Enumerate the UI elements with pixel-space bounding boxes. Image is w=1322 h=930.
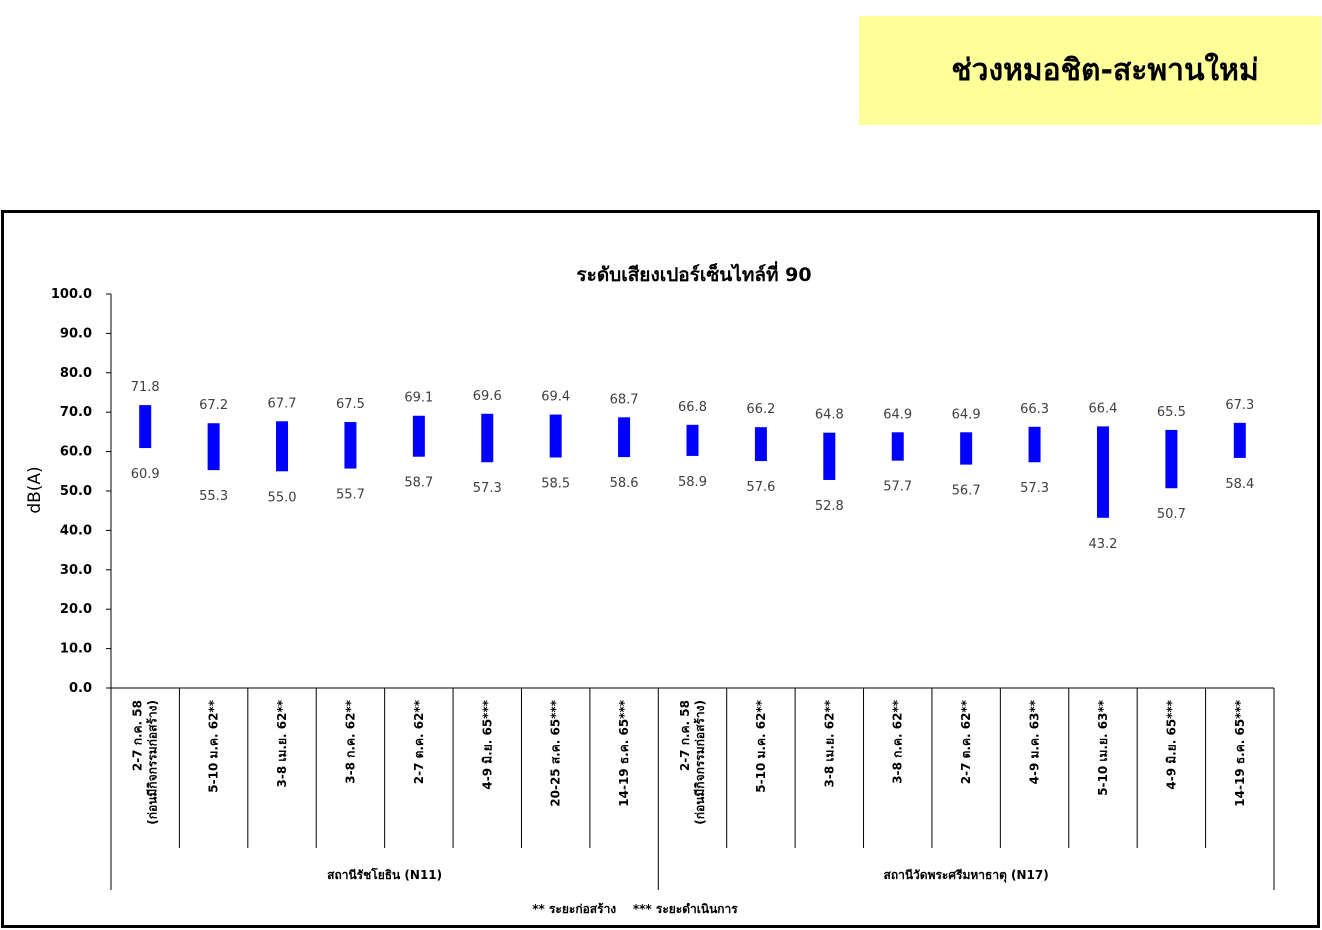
low-value-label: 55.7	[336, 488, 365, 503]
low-value-label: 58.5	[541, 477, 570, 492]
y-axis: 0.0 10.0 20.0 30.0 40.0 50.0 60.0 70.0 80.0 90.0 1…	[51, 287, 112, 696]
high-value-label: 71.8	[131, 380, 160, 395]
high-value-label: 64.9	[883, 407, 912, 422]
high-value-label: 66.4	[1088, 401, 1117, 416]
low-value-label: 43.2	[1088, 537, 1117, 552]
range-bar	[207, 423, 220, 471]
range-bar	[1233, 422, 1246, 458]
x-tick-label: (ก่อนมีกิจกรรมก่อสร้าง)	[693, 700, 707, 825]
range-bar	[686, 424, 699, 456]
y-tick-label: 90.0	[60, 326, 92, 341]
y-tick-label: 80.0	[60, 366, 92, 381]
x-axis: 2-7 ก.ค. 58 (ก่อนมีกิจกรรมก่อสร้าง) 5-10 ม…	[110, 687, 1275, 890]
high-value-label: 69.1	[404, 391, 433, 406]
low-value-label: 50.7	[1157, 507, 1186, 522]
range-bar	[276, 421, 289, 472]
y-tick-label: 50.0	[60, 484, 92, 499]
range-bar	[618, 417, 631, 458]
low-value-label: 56.7	[952, 484, 981, 499]
x-tick-label: 4-9 มิ.ย. 65***	[1164, 699, 1178, 789]
group-label: สถานีรัชโยธิน (N11)	[327, 867, 442, 882]
y-tick-label: 40.0	[60, 523, 92, 538]
y-tick-label: 100.0	[51, 287, 92, 302]
high-value-label: 66.2	[746, 402, 775, 417]
low-value-label: 58.4	[1225, 477, 1254, 492]
high-value-label: 66.3	[1020, 402, 1049, 417]
high-value-label: 67.2	[199, 398, 228, 413]
low-value-label: 52.8	[815, 499, 844, 514]
low-value-label: 58.9	[678, 475, 707, 490]
bars: 71.8 60.9 67.2 55.3 67.7 55.0 67.5 55.7 69.1 58.7…	[131, 380, 1255, 552]
x-tick-label: (ก่อนมีกิจกรรมก่อสร้าง)	[146, 700, 160, 825]
footnote: ** ระยะก่อสร้าง *** ระยะดำเนินการ	[532, 902, 738, 916]
x-tick-label: 3-8 เม.ย. 62**	[275, 699, 289, 787]
section-title: ช่วงหมอชิต-สะพานใหม่	[951, 53, 1259, 88]
range-bar	[412, 415, 425, 457]
range-bar	[891, 432, 904, 461]
x-tick-label: 2-7 ต.ค. 62**	[959, 699, 973, 784]
high-value-label: 65.5	[1157, 405, 1186, 420]
x-tick-label: 4-9 ม.ค. 63**	[1028, 699, 1042, 784]
low-value-label: 57.7	[883, 480, 912, 495]
y-tick-label: 10.0	[60, 642, 92, 657]
low-value-label: 55.3	[199, 489, 228, 504]
low-value-label: 58.6	[610, 476, 639, 491]
y-axis-title: dB(A)	[25, 466, 45, 513]
range-bar	[960, 432, 973, 465]
high-value-label: 67.5	[336, 397, 365, 412]
high-value-label: 69.6	[473, 389, 502, 404]
x-tick-label: 5-10 เม.ย. 63**	[1096, 699, 1110, 796]
chart-title: ระดับเสียงเปอร์เซ็นไทล์ที่ 90	[576, 261, 811, 286]
low-value-label: 57.6	[746, 480, 775, 495]
chart-frame	[1, 210, 1320, 928]
low-value-label: 55.0	[268, 490, 297, 505]
high-value-label: 64.9	[952, 407, 981, 422]
x-tick-label: 3-8 เม.ย. 62**	[822, 699, 836, 787]
x-tick-label: 14-19 ธ.ค. 65***	[1233, 699, 1247, 806]
low-value-label: 57.3	[473, 481, 502, 496]
low-value-label: 60.9	[131, 467, 160, 482]
high-value-label: 67.3	[1225, 398, 1254, 413]
range-bar	[1165, 429, 1178, 489]
y-tick-label: 30.0	[60, 563, 92, 578]
high-value-label: 64.8	[815, 408, 844, 423]
low-value-label: 57.3	[1020, 481, 1049, 496]
range-bar	[344, 422, 357, 469]
range-bar	[549, 414, 562, 458]
x-tick-label: 5-10 ม.ค. 62**	[754, 699, 768, 792]
x-tick-label: 20-25 ส.ค. 65***	[549, 699, 563, 806]
range-bar	[1096, 426, 1109, 518]
x-tick-label: 5-10 ม.ค. 62**	[207, 699, 221, 792]
high-value-label: 69.4	[541, 390, 570, 405]
range-bar	[823, 432, 836, 480]
x-tick-label: 4-9 มิ.ย. 65***	[480, 699, 494, 789]
group-label: สถานีวัดพระศรีมหาธาตุ (N17)	[884, 868, 1049, 883]
x-tick-label: 2-7 ก.ค. 58	[131, 700, 145, 771]
y-tick-label: 60.0	[60, 445, 92, 460]
x-tick-label: 2-7 ก.ค. 58	[678, 700, 692, 771]
range-bar	[139, 405, 152, 449]
high-value-label: 68.7	[610, 392, 639, 407]
section-title-box: ช่วงหมอชิต-สะพานใหม่	[859, 16, 1321, 125]
low-value-label: 58.7	[404, 476, 433, 491]
x-tick-label: 2-7 ต.ค. 62**	[412, 699, 426, 784]
x-tick-label: 3-8 ก.ค. 62**	[891, 699, 905, 783]
x-tick-label: 14-19 ธ.ค. 65***	[617, 699, 631, 806]
y-tick-label: 20.0	[60, 602, 92, 617]
y-tick-label: 70.0	[60, 405, 92, 420]
range-bar	[754, 427, 767, 462]
range-bar	[1028, 426, 1041, 463]
y-tick-label: 0.0	[69, 681, 92, 696]
high-value-label: 66.8	[678, 400, 707, 415]
range-bar	[481, 413, 494, 463]
x-tick-label: 3-8 ก.ค. 62**	[343, 699, 357, 783]
high-value-label: 67.7	[268, 396, 297, 411]
